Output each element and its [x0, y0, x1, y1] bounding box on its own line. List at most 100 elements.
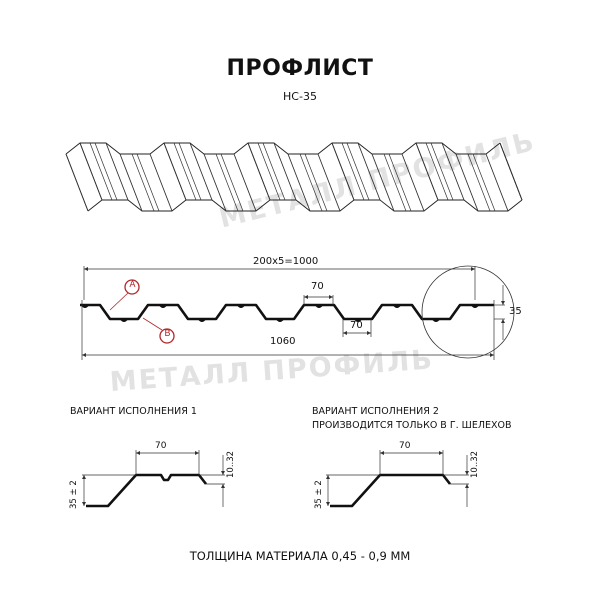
- arrow-head: [490, 353, 494, 357]
- arrow-head: [304, 295, 308, 299]
- variant-1-flange: 10..32: [226, 451, 236, 478]
- arrow-head: [465, 471, 469, 475]
- variant-2-width: 70: [399, 441, 411, 451]
- variant-1-title: ВАРИАНТ ИСПОЛНЕНИЯ 1: [70, 406, 197, 417]
- sheet-fold-line: [247, 142, 271, 201]
- arrow-head: [221, 471, 225, 475]
- sheet-fold-line: [357, 142, 381, 201]
- sheet-fold-line: [287, 153, 311, 212]
- sheet-edge: [65, 153, 89, 212]
- sheet-stiffener-line: [425, 142, 449, 201]
- variant-1-height: 35 ± 2: [69, 480, 79, 509]
- marker-b-leader: [142, 317, 163, 331]
- arrow-head: [367, 331, 371, 335]
- height-text: 35 ± 2: [314, 480, 324, 509]
- stiffener-groove: [120, 318, 128, 322]
- sheet-fold-line: [163, 142, 187, 201]
- sheet-bottom-edge: [87, 199, 523, 212]
- marker-a-circle: [124, 279, 140, 295]
- sheet-fold-line: [401, 153, 425, 212]
- sheet-stiffener-line: [89, 142, 113, 201]
- sheet-fold-line: [273, 142, 297, 201]
- sheet-fold-line: [233, 153, 257, 212]
- pitch-label: 200x5=1000: [253, 256, 319, 267]
- main-profile: [80, 266, 505, 360]
- sheet-stiffener-line: [178, 142, 202, 201]
- variant-1-width: 70: [155, 441, 167, 451]
- sheet-fold-line: [331, 142, 355, 201]
- page-title: ПРОФЛИСТ: [226, 56, 374, 81]
- arrow-head: [471, 267, 475, 271]
- arrow-head: [326, 475, 330, 479]
- stiffener-groove: [432, 318, 440, 322]
- stiffener-groove: [276, 318, 284, 322]
- arrow-head: [439, 451, 443, 455]
- variant-2-profile: [326, 450, 469, 508]
- sheet-stiffener-line: [173, 142, 197, 201]
- sheet-stiffener-line: [346, 142, 370, 201]
- stiffener-groove: [471, 304, 479, 308]
- variant-2-flange: 10..32: [470, 451, 480, 478]
- sheet-stiffener-line: [430, 142, 454, 201]
- marker-b-circle: [159, 328, 175, 344]
- arrow-head: [195, 451, 199, 455]
- arrow-head: [84, 267, 88, 271]
- arrow-head: [136, 451, 140, 455]
- variant-profile-line: [330, 473, 452, 508]
- variant-1-profile: [82, 450, 225, 508]
- sheet-3d-view: [65, 142, 523, 212]
- arrow-head: [82, 475, 86, 479]
- stiffener-groove: [393, 304, 401, 308]
- arrow-head: [221, 484, 225, 488]
- stiffener-groove: [81, 304, 89, 308]
- sheet-fold-line: [415, 142, 439, 201]
- stiffener-groove: [354, 318, 362, 322]
- sheet-stiffener-line: [388, 153, 412, 212]
- variant-2-title: ВАРИАНТ ИСПОЛНЕНИЯ 2: [312, 406, 439, 417]
- sheet-stiffener-line: [136, 153, 160, 212]
- sheet-stiffener-line: [467, 153, 491, 212]
- sheet-stiffener-line: [131, 153, 155, 212]
- marker-a: A: [129, 280, 136, 290]
- variant-profile-line: [86, 473, 208, 508]
- sheet-stiffener-line: [262, 142, 286, 201]
- sheet-fold-line: [119, 153, 143, 212]
- bottom-width-label: 70: [350, 320, 363, 331]
- marker-a-leader: [109, 292, 129, 311]
- profile-line: [80, 303, 494, 321]
- variant-2-note: ПРОИЗВОДИТСЯ ТОЛЬКО В Г. ШЕЛЕХОВ: [312, 420, 512, 431]
- arrow-head: [326, 502, 330, 506]
- stiffener-groove: [237, 304, 245, 308]
- arrow-head: [380, 451, 384, 455]
- sheet-stiffener-line: [304, 153, 328, 212]
- sheet-stiffener-line: [94, 142, 118, 201]
- material-thickness: ТОЛЩИНА МАТЕРИАЛА 0,45 - 0,9 ММ: [189, 549, 411, 563]
- sheet-stiffener-line: [383, 153, 407, 212]
- top-width-label: 70: [311, 281, 324, 292]
- sheet-stiffener-line: [257, 142, 281, 201]
- flange-text: 10..32: [470, 450, 480, 478]
- sheet-fold-line: [203, 153, 227, 212]
- sheet-stiffener-line: [472, 153, 496, 212]
- stiffener-groove: [198, 318, 206, 322]
- flange-text: 10..32: [226, 450, 236, 478]
- sheet-fold-line: [105, 142, 129, 201]
- sheet-stiffener-line: [341, 142, 365, 201]
- sheet-stiffener-line: [215, 153, 239, 212]
- sheet-fold-line: [79, 142, 103, 201]
- sheet-fold-line: [441, 142, 465, 201]
- stiffener-groove: [315, 304, 323, 308]
- stiffener-groove: [159, 304, 167, 308]
- arrow-head: [465, 484, 469, 488]
- sheet-stiffener-line: [220, 153, 244, 212]
- sheet-fold-line: [149, 153, 173, 212]
- marker-b: B: [164, 329, 171, 339]
- sheet-fold-line: [455, 153, 479, 212]
- sheet-fold-line: [371, 153, 395, 212]
- width-label: 1060: [270, 336, 296, 347]
- model-name: НС-35: [283, 90, 317, 103]
- sheet-fold-line: [189, 142, 213, 201]
- sheet-top-edge: [65, 142, 501, 155]
- height-text: 35 ± 2: [69, 480, 79, 509]
